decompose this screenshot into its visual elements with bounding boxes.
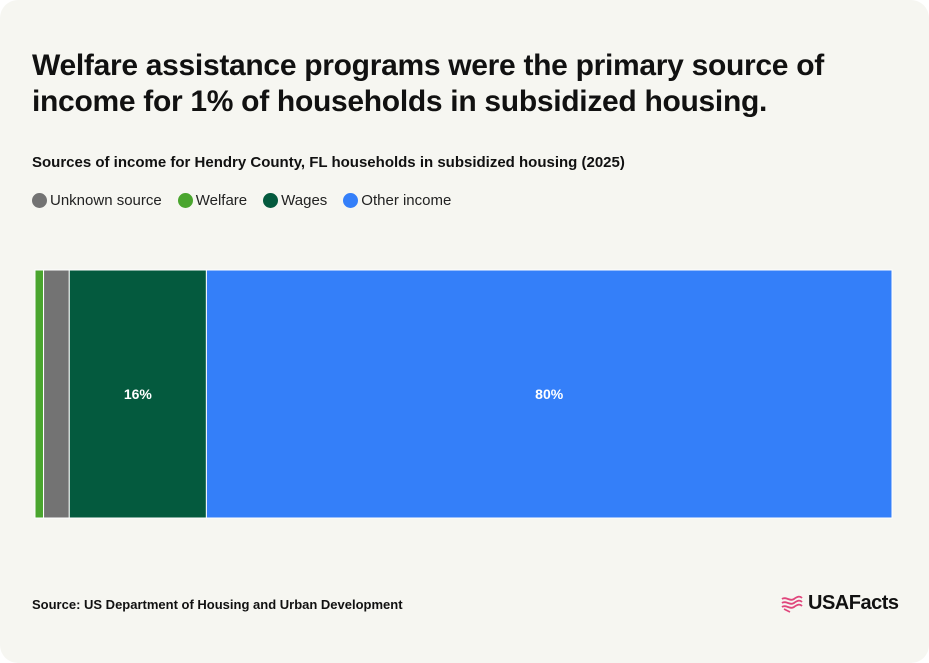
source-note: Source: US Department of Housing and Urb… [32,597,403,612]
chart-title: Welfare assistance programs were the pri… [32,49,824,118]
legend-label-wages: Wages [281,192,328,209]
bar-segment-other-income [205,269,893,519]
legend-item-wages: Wages [263,192,327,209]
data-label-other-income: 80% [535,386,564,402]
usafacts-flag-icon [781,595,803,613]
legend-label-other-income: Other income [361,192,452,209]
legend-swatch-welfare [177,193,193,208]
chart-subtitle: Sources of income for Hendry County, FL … [32,154,625,171]
data-label-wages: 16% [124,386,153,402]
brand-name: USAFacts [808,592,899,614]
legend-label-welfare: Welfare [195,192,248,209]
legend-item-other-income: Other income [343,192,451,209]
legend-item-unknown-source: Unknown source [32,192,162,209]
legend-item-welfare: Welfare [177,192,248,209]
legend-swatch-other-income [343,193,359,208]
legend-label-unknown-source: Unknown source [50,192,162,209]
legend: Unknown source Welfare Wages Other incom… [32,192,451,209]
bar-segment-unknown-source [43,269,70,519]
bar-segment-welfare [34,269,45,519]
brand-logo: USAFacts [780,592,899,615]
legend-swatch-unknown-source [32,193,47,208]
legend-swatch-wages [263,193,279,208]
